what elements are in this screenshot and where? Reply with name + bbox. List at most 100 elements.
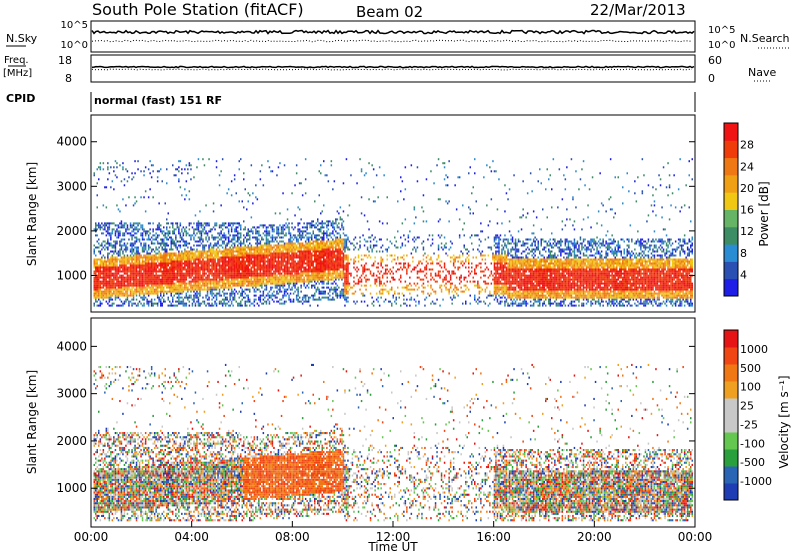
- heatmap-cell: [187, 270, 189, 273]
- heatmap-cell: [326, 296, 328, 299]
- heatmap-cell: [116, 268, 118, 271]
- heatmap-cell: [137, 222, 139, 225]
- heatmap-cell: [128, 228, 130, 231]
- heatmap-cell: [185, 284, 188, 287]
- heatmap-cell: [336, 268, 339, 271]
- heatmap-cell: [101, 292, 103, 295]
- heatmap-cell: [298, 264, 301, 267]
- heatmap-cell: [129, 288, 132, 291]
- heatmap-cell: [191, 268, 194, 271]
- heatmap-cell: [93, 290, 95, 293]
- heatmap-cell: [172, 274, 174, 277]
- heatmap-cell: [345, 280, 348, 283]
- heatmap-cell: [262, 238, 265, 241]
- heatmap-cell: [226, 282, 228, 285]
- heatmap-cell: [253, 270, 256, 273]
- heatmap-cell: [119, 276, 121, 279]
- heatmap-cell: [160, 228, 162, 231]
- heatmap-cell: [314, 298, 316, 301]
- heatmap-cell: [301, 230, 304, 233]
- heatmap-cell: [205, 236, 207, 239]
- heatmap-cell: [96, 260, 98, 263]
- heatmap-cell: [321, 254, 323, 257]
- heatmap-cell: [285, 250, 287, 253]
- heatmap-cell: [341, 224, 343, 227]
- heatmap-cell: [332, 266, 334, 269]
- heatmap-cell: [172, 256, 174, 259]
- heatmap-cell: [199, 266, 201, 269]
- heatmap-cell: [326, 242, 328, 245]
- heatmap-cell: [323, 160, 325, 163]
- heatmap-cell: [191, 226, 194, 229]
- heatmap-cell: [288, 266, 290, 269]
- heatmap-cell: [108, 252, 111, 255]
- heatmap-cell: [156, 236, 159, 239]
- heatmap-cell: [264, 264, 266, 267]
- heatmap-cell: [241, 284, 243, 287]
- heatmap-cell: [194, 264, 197, 267]
- heatmap-cell: [153, 250, 156, 253]
- heatmap-cell: [306, 278, 308, 281]
- heatmap-cell: [214, 224, 216, 227]
- heatmap-cell: [132, 278, 135, 281]
- heatmap-cell: [320, 276, 322, 279]
- heatmap-cell: [125, 260, 127, 263]
- heatmap-cell: [301, 278, 304, 281]
- heatmap-cell: [147, 238, 150, 241]
- heatmap-cell: [104, 270, 106, 273]
- heatmap-cell: [221, 286, 224, 289]
- heatmap-cell: [224, 248, 227, 251]
- heatmap-cell: [113, 264, 115, 267]
- heatmap-cell: [262, 270, 265, 273]
- heatmap-cell: [95, 284, 97, 287]
- heatmap-cell: [164, 242, 166, 245]
- heatmap-cell: [253, 254, 256, 257]
- heatmap-cell: [169, 236, 171, 239]
- heatmap-cell: [131, 234, 133, 237]
- heatmap-cell: [149, 270, 151, 273]
- heatmap-cell: [110, 274, 112, 277]
- heatmap-cell: [152, 302, 154, 305]
- heatmap-cell: [158, 256, 160, 259]
- heatmap-cell: [324, 250, 326, 253]
- heatmap-cell: [134, 270, 136, 273]
- heatmap-cell: [114, 290, 117, 293]
- heatmap-cell: [197, 268, 200, 271]
- heatmap-cell: [233, 258, 236, 261]
- heatmap-cell: [140, 226, 142, 229]
- heatmap-cell: [298, 182, 301, 185]
- heatmap-cell: [318, 258, 320, 261]
- heatmap-cell: [233, 288, 236, 291]
- heatmap-cell: [323, 282, 325, 285]
- heatmap-cell: [327, 268, 330, 271]
- heatmap-cell: [108, 304, 111, 307]
- heatmap-cell: [188, 264, 191, 267]
- heatmap-cell: [221, 236, 224, 239]
- heatmap-cell: [277, 252, 280, 255]
- heatmap-cell: [344, 250, 346, 253]
- heatmap-cell: [178, 290, 180, 293]
- heatmap-cell: [338, 212, 340, 215]
- heatmap-cell: [289, 300, 292, 303]
- heatmap-cell: [193, 288, 195, 291]
- heatmap-cell: [178, 278, 180, 281]
- heatmap-cell: [194, 280, 197, 283]
- heatmap-cell: [110, 242, 112, 245]
- heatmap-cell: [255, 256, 257, 259]
- heatmap-cell: [309, 264, 311, 267]
- heatmap-cell: [315, 242, 317, 245]
- heatmap-cell: [138, 240, 141, 243]
- heatmap-cell: [179, 284, 182, 287]
- heatmap-cell: [214, 236, 216, 239]
- heatmap-cell: [215, 282, 218, 285]
- heatmap-cell: [270, 224, 272, 227]
- heatmap-cell: [342, 226, 345, 229]
- heatmap-cell: [220, 250, 222, 253]
- heatmap-cell: [297, 278, 299, 281]
- heatmap-cell: [264, 254, 266, 257]
- heatmap-cell: [309, 296, 311, 299]
- heatmap-cell: [244, 282, 246, 285]
- heatmap-cell: [99, 258, 102, 261]
- heatmap-cell: [123, 258, 126, 261]
- heatmap-cell: [271, 230, 274, 233]
